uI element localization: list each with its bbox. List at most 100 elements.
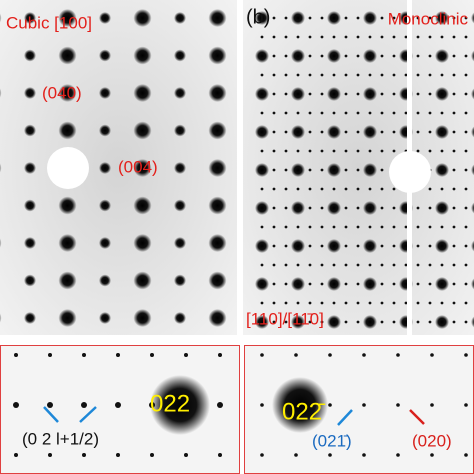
diffraction-spot [430,403,434,407]
diffraction-spot [464,301,468,305]
diffraction-spot [452,282,456,286]
diffraction-spot [428,282,432,286]
diffraction-spot [260,225,264,229]
diffraction-spot [416,206,420,210]
diffraction-spot [261,340,264,343]
diffraction-spot [452,54,456,58]
diffraction-spot [255,49,269,63]
diffraction-spot [272,54,276,58]
diffraction-spot [404,301,408,305]
diffraction-spot [0,163,2,173]
diffraction-spot [320,263,324,267]
diffraction-spot [392,244,396,248]
diffraction-spot [344,320,348,324]
diffraction-spot [255,125,269,139]
diffraction-spot [320,130,324,134]
diffraction-spot [452,187,456,191]
diffraction-spot [344,54,348,58]
diffraction-spot [327,125,341,139]
diffraction-spot [428,73,432,77]
diffraction-spot [368,225,372,229]
diffraction-spot [344,73,348,77]
diffraction-spot [218,453,222,457]
diffraction-spot [174,274,186,287]
diffraction-spot [428,35,432,39]
diffraction-spot [452,35,456,39]
diffraction-spot [430,453,434,457]
diffraction-spot [356,187,360,191]
diffraction-spot [471,12,474,24]
diffraction-spot [344,301,348,305]
diffraction-spot [356,54,360,58]
diffraction-spot [428,244,432,248]
diffraction-spot [296,111,300,115]
diffraction-spot [464,244,468,248]
diffraction-spot [284,225,288,229]
diffraction-spot [284,35,288,39]
diffraction-spot [452,168,456,172]
diffraction-spot [380,16,384,20]
diffraction-spot [308,54,312,58]
diffraction-spot [464,92,468,96]
diffraction-spot [272,225,276,229]
diffraction-spot [24,162,36,174]
diffraction-spot [452,111,456,115]
diffraction-spot [428,54,432,58]
diffraction-spot [344,130,348,134]
diffraction-spot [344,111,348,115]
diffraction-spot [380,168,384,172]
diffraction-spot [320,244,324,248]
panel-a [0,0,237,335]
diffraction-spot [392,187,396,191]
diffraction-spot [308,73,312,77]
diffraction-spot [392,35,396,39]
arrow [409,409,425,425]
diffraction-spot [368,111,372,115]
diffraction-spot [416,54,420,58]
diffraction-spot [380,54,384,58]
diffraction-spot [344,244,348,248]
diffraction-spot [435,239,449,253]
diffraction-spot [260,403,264,407]
diffraction-spot [296,301,300,305]
diffraction-spot [356,130,360,134]
diffraction-spot [58,46,77,65]
diffraction-spot [133,9,152,27]
diffraction-spot [416,111,420,115]
diffraction-spot [396,403,400,407]
diffraction-spot [260,453,264,457]
diffraction-spot [363,201,377,215]
diffraction-spot [296,35,300,39]
diffraction-spot [356,301,360,305]
diffraction-spot [332,111,336,115]
diffraction-spot [428,149,432,153]
diffraction-spot [284,320,288,324]
diffraction-spot [48,353,52,357]
diffraction-spot [344,149,348,153]
diffraction-spot [58,309,77,327]
diffraction-spot [208,46,227,65]
diffraction-spot [308,92,312,96]
diffraction-spot [284,149,288,153]
diffraction-spot [320,111,324,115]
diffraction-spot [392,54,396,58]
diffraction-spot [380,130,384,134]
diffraction-spot [452,263,456,267]
diffraction-spot [0,13,2,23]
diffraction-spot [327,163,341,177]
diffraction-spot [381,340,384,343]
diffraction-spot [363,87,377,101]
diffraction-spot [344,187,348,191]
diffraction-spot [464,403,468,407]
diffraction-spot [327,49,341,63]
diffraction-spot [452,92,456,96]
diffraction-spot [0,88,2,98]
diffraction-spot [440,35,444,39]
diffraction-spot [208,121,227,140]
diffraction-spot [99,312,111,324]
diffraction-spot [308,244,312,248]
diffraction-spot [208,84,227,102]
diffraction-spot [333,340,336,343]
diffraction-spot [416,130,420,134]
